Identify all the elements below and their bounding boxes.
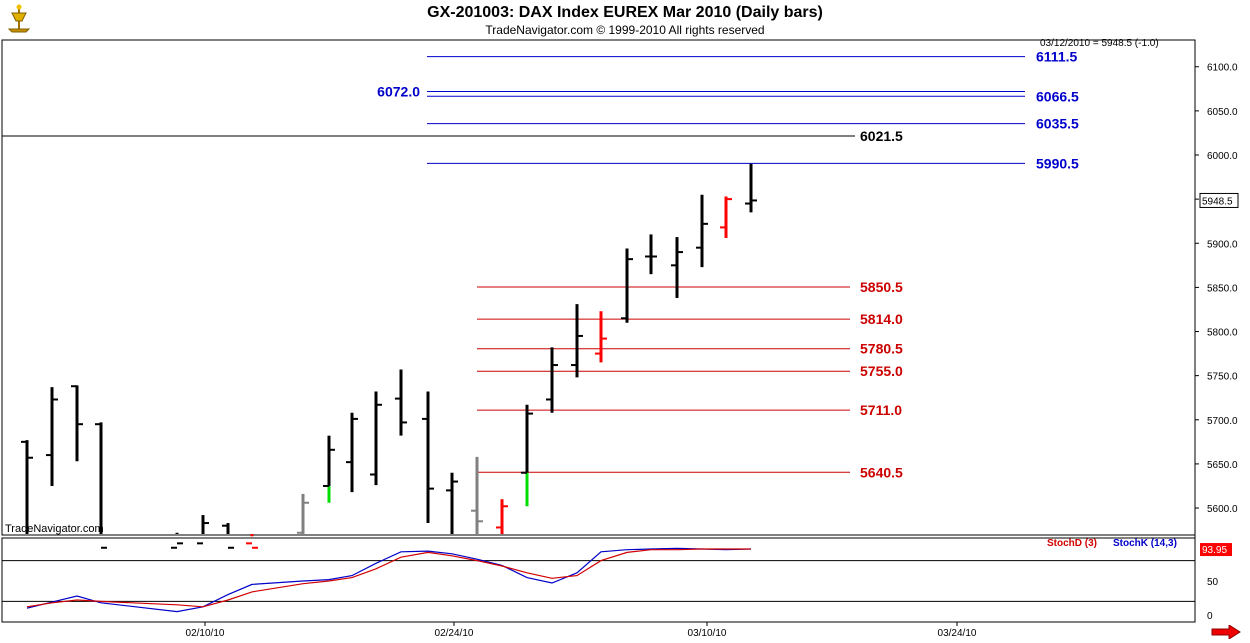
x-tick-label: 03/24/10	[938, 628, 977, 639]
y-tick-label: 5600.0	[1207, 504, 1238, 515]
price-readout: 03/12/2010 = 5948.5 (-1.0)	[1040, 38, 1159, 49]
y-tick-label: 5900.0	[1207, 239, 1238, 250]
main-plot-frame	[1, 39, 1196, 536]
y-tick-label: 5750.0	[1207, 372, 1238, 383]
last-price-label: 5948.5	[1202, 196, 1233, 207]
chart-subtitle: TradeNavigator.com © 1999-2010 All right…	[485, 23, 765, 37]
oscillator-series-line	[26, 548, 751, 608]
x-tick-label: 02/24/10	[435, 628, 474, 639]
level-label: 5711.0	[860, 402, 902, 418]
y-tick-label: 6000.0	[1207, 151, 1238, 162]
oscillator-last-value-box	[1200, 543, 1232, 557]
last-price-box	[1199, 192, 1239, 208]
y-tick-label: 5850.0	[1207, 283, 1238, 294]
y-tick-label: 5650.0	[1207, 460, 1238, 471]
chart-title: GX-201003: DAX Index EUREX Mar 2010 (Dai…	[427, 4, 823, 21]
legend-stochd: StochD (3)	[1047, 538, 1097, 549]
watermark: TradeNavigator.com	[5, 523, 104, 535]
level-label: 6111.5	[1036, 49, 1077, 65]
y-tick-label: 5700.0	[1207, 416, 1238, 427]
tradenavigator-logo-icon	[6, 3, 32, 33]
x-tick-label: 03/10/10	[688, 628, 727, 639]
level-label: 6066.5	[1036, 88, 1079, 104]
oscillator-y-tick-label: 0	[1207, 611, 1213, 622]
y-tick-label: 6100.0	[1207, 63, 1238, 74]
oscillator-series-line	[26, 547, 752, 613]
scroll-right-arrow-icon[interactable]	[1211, 625, 1241, 639]
level-label: 6072.0	[377, 83, 420, 99]
level-label: 6021.5	[860, 128, 903, 144]
legend-stochk: StochK (14,3)	[1113, 538, 1177, 549]
level-label: 5990.5	[1036, 155, 1079, 171]
level-label: 5640.5	[860, 464, 903, 480]
level-label: 5755.0	[860, 363, 903, 379]
oscillator-plot-frame	[1, 537, 1196, 623]
y-tick-label: 5800.0	[1207, 328, 1238, 339]
oscillator-last-value-label: 93.95	[1202, 545, 1227, 556]
level-label: 6035.5	[1036, 116, 1079, 132]
oscillator-y-tick-label: 50	[1207, 577, 1219, 588]
level-label: 5850.5	[860, 279, 903, 295]
y-tick-label: 6050.0	[1207, 107, 1238, 118]
level-label: 5814.0	[860, 311, 903, 327]
level-label: 5780.5	[860, 341, 903, 357]
x-tick-label: 02/10/10	[186, 628, 225, 639]
